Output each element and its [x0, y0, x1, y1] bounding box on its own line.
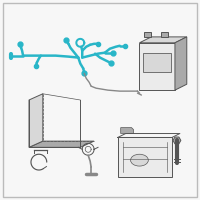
Polygon shape [175, 37, 187, 90]
Polygon shape [139, 37, 187, 43]
Bar [143, 53, 171, 72]
Bar [144, 32, 151, 37]
Polygon shape [173, 137, 181, 144]
Ellipse shape [131, 154, 148, 166]
Bar [118, 137, 172, 177]
Polygon shape [121, 128, 134, 134]
Bar [139, 43, 175, 90]
Bar [161, 32, 168, 37]
Polygon shape [29, 141, 94, 147]
Polygon shape [29, 94, 43, 147]
